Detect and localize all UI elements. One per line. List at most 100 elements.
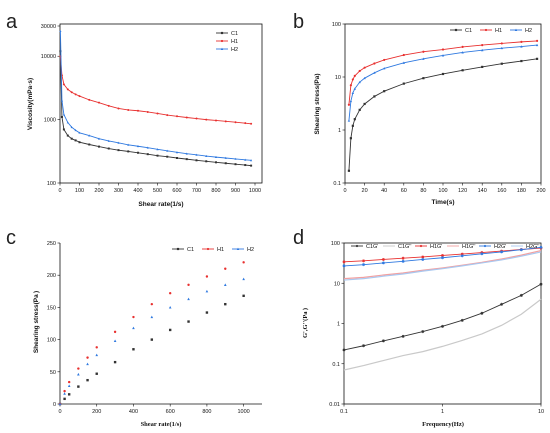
x-tick-label: 80	[420, 188, 426, 194]
y-tick-label: 0.01	[329, 402, 340, 408]
data-point	[500, 302, 504, 306]
data-point	[67, 393, 71, 396]
legend-label: C1G'	[366, 244, 378, 250]
x-tick-label: 400	[129, 409, 138, 415]
data-point	[113, 330, 117, 334]
y-tick-label: 100	[47, 181, 56, 187]
data-point	[98, 145, 100, 148]
data-point	[234, 121, 237, 124]
legend: C1 H1 H2	[172, 247, 254, 253]
data-point	[480, 311, 484, 315]
series-line	[59, 51, 252, 167]
series-h1g--	[343, 249, 542, 280]
data-point	[156, 148, 159, 151]
data-point	[62, 128, 65, 131]
data-point	[66, 121, 69, 124]
data-point	[402, 53, 405, 57]
data-point	[422, 77, 425, 80]
series-group	[59, 29, 253, 167]
data-point	[70, 91, 73, 94]
legend: C1 H1 H2	[450, 28, 532, 34]
data-point	[146, 146, 149, 149]
data-point	[373, 62, 376, 65]
data-point	[441, 324, 444, 328]
legend-item: H2G''	[511, 244, 539, 250]
x-tick-label: 120	[458, 188, 467, 194]
chart-panel-a: 0 100 200 300 400 500 600 700 800 900 1000 1001000…	[27, 23, 263, 208]
series-h2g--	[343, 251, 542, 281]
chart-panel-c: 0 200 400 600 800 1000 0 50 100 150 200 250 C1 H1 H2…	[33, 241, 262, 428]
data-point	[59, 50, 62, 53]
data-point	[146, 110, 149, 113]
data-point	[358, 108, 361, 111]
x-tick-label: 0.1	[340, 409, 348, 415]
data-point	[150, 315, 154, 319]
legend-label: H1G'	[430, 244, 442, 250]
data-point	[342, 264, 346, 268]
data-point	[250, 159, 253, 162]
data-point	[168, 328, 172, 332]
series-line	[343, 251, 542, 281]
legend-label: H2	[231, 47, 238, 53]
y-tick-label: 0.1	[332, 362, 340, 368]
data-point	[535, 57, 539, 60]
x-tick-label: 40	[381, 188, 387, 194]
data-point	[187, 320, 190, 323]
x-tick-label: 140	[478, 188, 487, 194]
data-point	[347, 169, 351, 172]
data-point	[205, 154, 208, 157]
data-point	[234, 157, 237, 160]
data-point	[63, 397, 66, 401]
data-point	[150, 302, 154, 306]
data-point	[401, 334, 405, 338]
data-point	[244, 158, 247, 161]
data-point	[78, 95, 81, 98]
y-tick-label: 100	[332, 22, 341, 28]
axis-lines	[59, 243, 262, 405]
data-point	[185, 158, 188, 161]
series-c1	[347, 57, 539, 172]
data-point	[195, 153, 198, 156]
data-point	[500, 46, 504, 50]
data-point	[175, 151, 179, 154]
legend-item: H2G'	[479, 244, 506, 250]
data-point	[242, 261, 245, 264]
x-tick-label: 100	[438, 188, 447, 194]
data-point	[514, 28, 518, 31]
y-tick-label: 10	[334, 281, 340, 287]
x-tick-label: 200	[92, 409, 101, 415]
data-point	[349, 84, 352, 87]
data-point	[441, 48, 445, 51]
data-point	[353, 74, 356, 77]
data-point	[113, 339, 117, 342]
series-h2g-	[342, 245, 543, 268]
data-point	[220, 31, 224, 35]
data-point	[441, 253, 444, 257]
series-h1	[347, 39, 539, 106]
data-point	[63, 392, 66, 395]
data-point	[78, 141, 81, 144]
data-point	[70, 125, 73, 129]
data-point	[381, 339, 385, 343]
data-point	[62, 83, 65, 86]
data-point	[422, 57, 425, 60]
data-point	[353, 118, 356, 121]
x-tick-label: 1	[441, 409, 444, 415]
data-point	[205, 160, 208, 163]
x-tick-label: 1000	[238, 409, 250, 415]
y-tick-label: 100	[47, 338, 56, 344]
data-point	[401, 256, 405, 260]
chart-panel-b: 0 20 40 60 80 100 120 140 160 180 200 0.1 1 10 100 C1…	[314, 22, 546, 206]
x-tick-label: 180	[517, 188, 526, 194]
legend: C1 H1 H2	[216, 31, 238, 53]
series-c1g--	[343, 298, 542, 371]
data-point	[363, 76, 366, 80]
data-point	[97, 137, 101, 140]
data-point	[244, 164, 247, 167]
data-point	[59, 29, 62, 32]
x-axis: 0.1 1 10	[340, 404, 544, 415]
legend-label: H1	[495, 28, 502, 34]
series-h2	[347, 43, 539, 122]
data-point	[402, 61, 406, 64]
y-tick-label: 30000	[41, 24, 56, 30]
